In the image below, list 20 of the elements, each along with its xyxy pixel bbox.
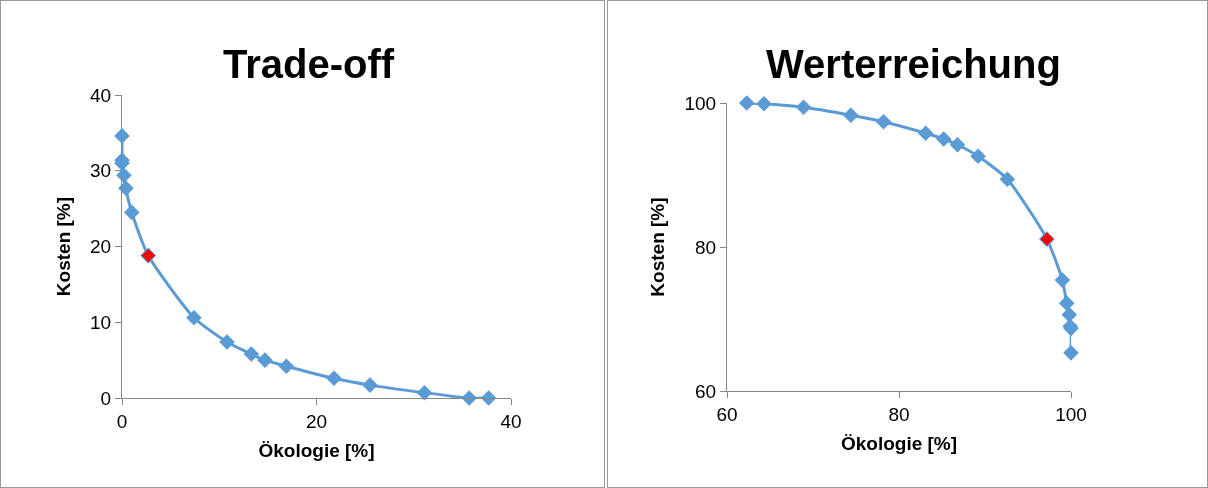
x-tick-label: 40 (500, 410, 522, 432)
x-tick-label: 20 (305, 410, 328, 432)
x-tick-label: 100 (1055, 403, 1087, 425)
x-tick-label: 0 (116, 410, 128, 432)
chart-title: Werterreichung (766, 42, 1061, 87)
x-axis-title: Ökologie [%] (258, 439, 375, 461)
y-tick-label: 10 (90, 311, 112, 333)
y-tick-label: 100 (684, 92, 717, 114)
y-tick-label: 80 (695, 236, 717, 258)
y-axis-title: Kosten [%] (647, 197, 669, 297)
chart-title: Trade-off (222, 42, 395, 87)
x-axis-title: Ökologie [%] (840, 432, 958, 454)
x-tick-label: 80 (888, 403, 910, 425)
y-axis-title: Kosten [%] (52, 196, 74, 297)
y-tick-label: 20 (90, 236, 112, 258)
y-tick-label: 60 (695, 380, 717, 402)
x-tick-label: 60 (716, 403, 738, 425)
y-tick-label: 0 (100, 387, 112, 409)
y-tick-label: 30 (90, 160, 112, 182)
y-tick-label: 40 (90, 84, 112, 106)
